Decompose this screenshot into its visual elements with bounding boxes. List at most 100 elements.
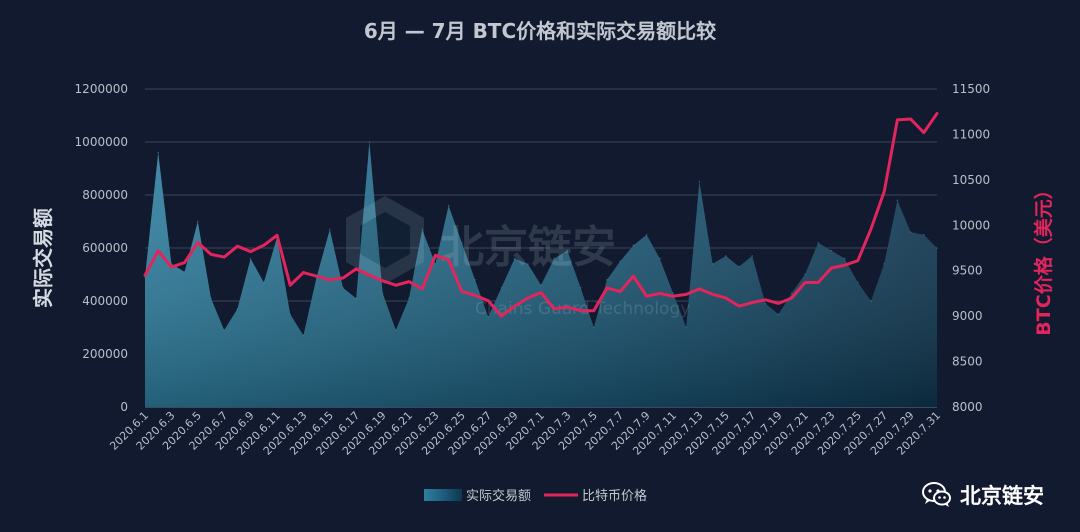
area-point [540,284,542,286]
area-point [738,265,740,268]
x-axis-ticks: 2020.6.12020.6.32020.6.52020.6.72020.6.9… [107,409,943,458]
area-point [527,263,529,265]
area-point [566,249,569,252]
price-point [315,274,318,278]
price-point [394,284,397,287]
price-point [553,307,556,311]
area-point [672,292,674,294]
price-point [777,302,780,305]
area-point [395,329,397,331]
area-point [342,286,344,289]
area-point [381,292,384,294]
area-point [461,241,463,244]
price-point [421,287,424,291]
price-point [671,294,675,298]
area-point [500,286,503,289]
price-point [500,314,503,318]
y-right-tick-label: 9500 [952,264,983,278]
series-area [144,141,938,407]
price-point [143,274,147,277]
brand: 北京链安 [922,480,1044,510]
area-point [513,257,516,260]
series-line [143,112,939,318]
price-point [711,293,714,296]
area-point [909,231,912,233]
price-point [539,291,543,294]
area-shade [145,142,937,407]
price-point [869,227,873,231]
price-point [381,279,384,282]
area-point [474,279,476,281]
price-point [856,259,859,262]
price-point [407,280,411,283]
area-point [764,302,767,305]
area-point [870,300,872,302]
legend: 实际交易额 比特币价格 [424,488,647,504]
y-axis-left-label: 实际交易额 [31,208,55,308]
area-point [817,241,819,244]
price-point [328,278,331,281]
price-point [526,296,529,300]
price-point [896,118,899,122]
area-point [289,313,292,316]
watermark-cn: 北京链安 [440,222,616,273]
area-point [355,297,358,300]
price-point [843,264,846,267]
price-point [658,292,661,295]
y-right-tick-label: 11500 [952,82,990,96]
y-right-tick-label: 10500 [952,173,990,187]
price-point [183,261,186,264]
area-point [302,334,305,337]
price-point [209,253,213,256]
y-left-tick-label: 1200000 [75,82,128,96]
watermark: 北京链安 Chains Guard Technology [346,196,690,319]
price-point [645,294,648,298]
y-right-tick-label: 11000 [952,127,990,141]
area-point [883,263,885,265]
right-axis-ticks: 8000 8500 9000 9500 10000 10500 11000 11500 [952,82,990,414]
price-point [685,293,688,296]
price-point [302,271,305,274]
price-point [830,266,833,270]
area-point [896,199,899,202]
area-point [632,244,635,247]
area-point [843,257,846,260]
left-axis-ticks: 0 200000 400000 600000 800000 1000000 1200000 [75,82,128,414]
y-left-tick-label: 1000000 [75,135,128,149]
y-right-tick-label: 9000 [952,309,983,323]
price-point [223,255,226,259]
y-right-tick-label: 8500 [952,355,983,369]
price-point [447,258,450,262]
price-point [236,244,239,248]
price-point [909,117,912,121]
chart-title: 6月 — 7月 BTC价格和实际交易额比较 [364,19,716,43]
price-point [883,190,886,193]
y-axis-right-label: BTC价格（美元） [1032,180,1055,335]
price-point [619,290,622,293]
legend-label-line: 比特币价格 [582,488,647,504]
area-point [408,297,410,300]
price-point [275,234,279,237]
price-point [460,290,463,293]
area-point [553,257,555,260]
legend-swatch-area [424,489,462,501]
area-point [698,180,701,183]
area-point [368,141,371,143]
area-point [619,260,621,263]
price-point [935,112,939,115]
area-point [725,255,727,257]
price-point [592,309,595,312]
price-point [249,250,252,253]
area-point [777,313,780,316]
price-point [698,287,701,291]
y-left-tick-label: 800000 [82,188,128,202]
area-point [223,329,225,331]
price-point [157,249,160,252]
area-point [249,257,252,260]
brand-name: 北京链安 [960,484,1044,508]
price-point [632,274,635,278]
area-point [421,228,424,231]
y-left-tick-label: 0 [120,400,128,414]
area-point [329,228,331,231]
price-point [368,274,371,277]
